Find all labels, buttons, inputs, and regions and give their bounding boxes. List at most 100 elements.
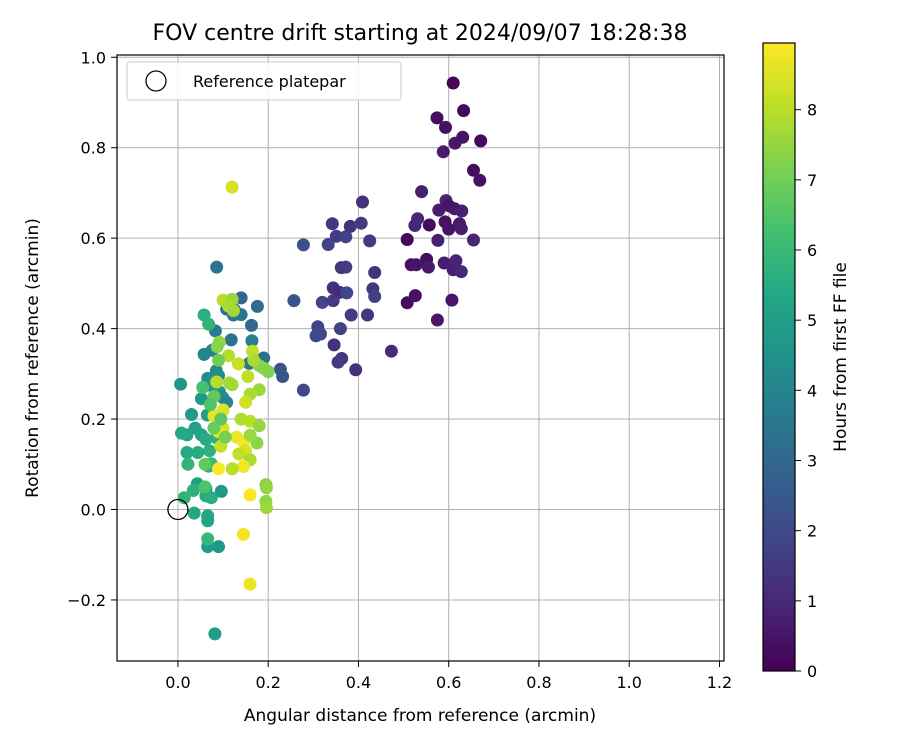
y-axis-label: Rotation from reference (arcmin)	[23, 218, 43, 498]
x-axis-label: Angular distance from reference (arcmin)	[244, 706, 596, 726]
x-axis: 0.0 0.2 0.4 0.6 0.8 1.0 1.2	[165, 661, 732, 692]
data-point	[457, 104, 471, 118]
data-point	[339, 260, 353, 274]
data-point	[198, 457, 212, 471]
data-point	[199, 432, 213, 446]
y-tick-label: 0.0	[81, 501, 106, 520]
data-point	[177, 491, 191, 505]
x-tick-label: 0.8	[526, 673, 551, 692]
data-point	[203, 444, 216, 458]
data-point	[408, 289, 422, 303]
data-point	[315, 295, 329, 309]
data-point	[349, 363, 363, 377]
data-point	[202, 317, 216, 331]
data-point	[174, 377, 188, 391]
data-point	[409, 258, 423, 272]
colorbar-label: Hours from first FF file	[831, 262, 851, 452]
data-point	[454, 265, 468, 279]
colorbar-tick-label: 5	[807, 311, 817, 330]
x-tick-label: 0.0	[165, 673, 190, 692]
data-point	[212, 462, 225, 476]
data-point	[331, 355, 345, 369]
data-point	[243, 488, 257, 502]
data-point	[252, 419, 266, 433]
data-point	[368, 290, 382, 303]
data-point	[326, 294, 340, 308]
data-point	[259, 481, 273, 495]
data-point	[473, 173, 487, 187]
colorbar-tick-label: 7	[807, 171, 817, 190]
data-point	[236, 460, 250, 473]
data-point	[333, 322, 347, 336]
data-point	[241, 370, 255, 383]
data-point	[339, 230, 353, 244]
x-tick-label: 0.2	[255, 673, 280, 692]
data-point	[222, 349, 235, 363]
data-point	[432, 203, 446, 217]
colorbar: 0 1 2 3 4 5 6 7 8 Hours from first FF file	[762, 42, 851, 681]
data-point	[201, 514, 215, 528]
data-point	[411, 212, 425, 226]
data-point	[325, 217, 339, 231]
legend-box	[126, 61, 402, 101]
data-point	[198, 480, 212, 494]
data-point	[214, 412, 228, 426]
data-point	[449, 254, 463, 268]
data-point	[212, 353, 225, 367]
data-point	[236, 527, 250, 541]
data-point	[245, 318, 258, 332]
data-point	[207, 421, 221, 435]
legend-label-reference: Reference platepar	[193, 72, 346, 91]
data-points	[174, 76, 488, 641]
y-tick-label: 0.8	[81, 139, 106, 158]
data-point	[296, 238, 310, 252]
data-point	[368, 266, 382, 279]
data-point	[191, 446, 205, 459]
data-point	[187, 506, 201, 520]
data-point	[437, 256, 451, 270]
data-point	[436, 145, 450, 159]
data-point	[354, 216, 368, 230]
data-point	[421, 260, 435, 274]
data-point	[204, 491, 218, 505]
data-point	[243, 577, 257, 591]
data-point	[203, 398, 217, 412]
data-point	[197, 347, 211, 361]
data-point	[446, 76, 460, 90]
data-point	[455, 204, 469, 218]
data-point	[309, 329, 323, 343]
y-tick-label: −0.2	[67, 591, 106, 610]
data-point	[196, 380, 210, 394]
data-point	[296, 383, 310, 397]
y-tick-label: 1.0	[81, 48, 106, 67]
data-point	[431, 233, 445, 247]
chart-title: FOV centre drift starting at 2024/09/07 …	[153, 21, 688, 46]
colorbar-ticks: 0 1 2 3 4 5 6 7 8	[795, 101, 817, 681]
data-point	[344, 308, 358, 322]
data-point	[276, 370, 290, 383]
data-point	[415, 185, 429, 199]
colorbar-tick-label: 0	[807, 662, 817, 681]
colorbar-tick-label: 3	[807, 451, 817, 470]
data-point	[259, 501, 273, 515]
data-point	[247, 353, 261, 367]
data-point	[442, 222, 456, 236]
data-point	[363, 234, 377, 248]
data-point	[245, 334, 259, 348]
data-point	[224, 333, 238, 347]
data-point	[445, 293, 459, 307]
data-point	[250, 299, 264, 313]
x-tick-label: 1.0	[617, 673, 642, 692]
x-tick-label: 0.4	[346, 673, 371, 692]
legend-marker-reference	[145, 70, 167, 92]
data-point	[343, 219, 357, 233]
data-point	[327, 338, 341, 352]
data-point	[210, 260, 224, 274]
data-point	[210, 340, 224, 354]
data-point	[212, 540, 225, 554]
data-point	[210, 375, 224, 389]
data-point	[214, 484, 228, 498]
data-point	[321, 238, 335, 251]
data-point	[186, 484, 200, 497]
